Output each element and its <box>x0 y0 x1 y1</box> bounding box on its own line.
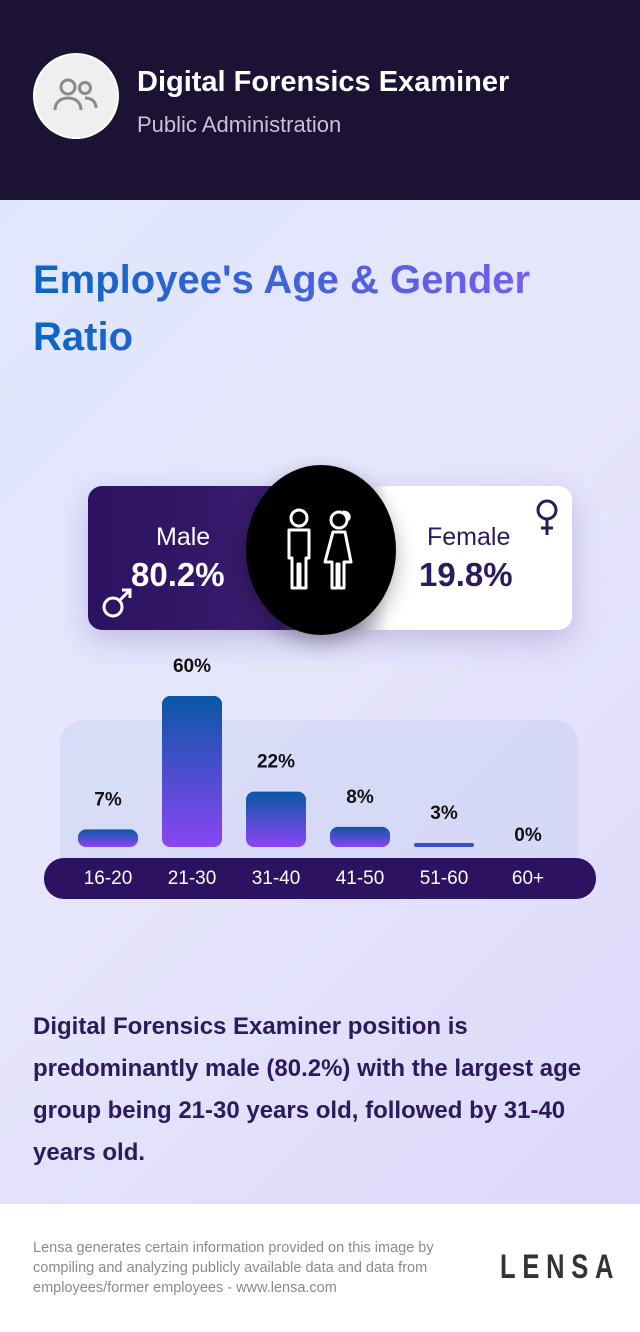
age-bar-chart: 7% 60% 22% 8% 3% 0% <box>78 656 542 847</box>
header: Digital Forensics Examiner Public Admini… <box>0 0 640 200</box>
data-label: 8% <box>346 787 374 808</box>
summary-text: Digital Forensics Examiner position is p… <box>33 1013 582 1166</box>
job-title: Digital Forensics Examiner <box>137 66 510 98</box>
tick-label: 51-60 <box>419 868 469 889</box>
tick-label: 41-50 <box>335 868 385 889</box>
industry: Public Administration <box>137 112 342 137</box>
data-label: 0% <box>514 825 542 846</box>
bar-16-20 <box>78 829 138 847</box>
age-axis <box>44 858 596 899</box>
male-symbol-icon <box>102 588 132 618</box>
tick-label: 60+ <box>511 868 545 889</box>
female-symbol-icon <box>536 499 558 535</box>
users-icon <box>53 78 98 111</box>
data-label: 22% <box>257 752 295 773</box>
tick-label: 31-40 <box>251 868 301 889</box>
bar-41-50 <box>330 826 390 847</box>
section-title: Employee's Age & Gender Ratio <box>33 252 623 366</box>
man-woman-icon <box>287 508 353 590</box>
female-value: 19.8% <box>419 556 513 593</box>
bar-31-40 <box>246 791 306 847</box>
footer <box>0 1204 640 1332</box>
bar-51-60 <box>414 843 474 847</box>
data-label: 60% <box>173 656 211 677</box>
tick-label: 21-30 <box>167 868 217 889</box>
lensa-logo: LENSA <box>500 1248 621 1286</box>
male-value: 80.2% <box>131 556 225 593</box>
disclaimer: Lensa generates certain information prov… <box>33 1240 434 1296</box>
male-label: Male <box>156 523 211 551</box>
female-label: Female <box>427 523 511 551</box>
data-label: 7% <box>94 789 122 810</box>
avatar <box>33 53 119 139</box>
bar-21-30 <box>162 696 222 847</box>
tick-label: 16-20 <box>83 868 133 889</box>
data-label: 3% <box>430 803 458 824</box>
people-circle <box>246 465 396 635</box>
